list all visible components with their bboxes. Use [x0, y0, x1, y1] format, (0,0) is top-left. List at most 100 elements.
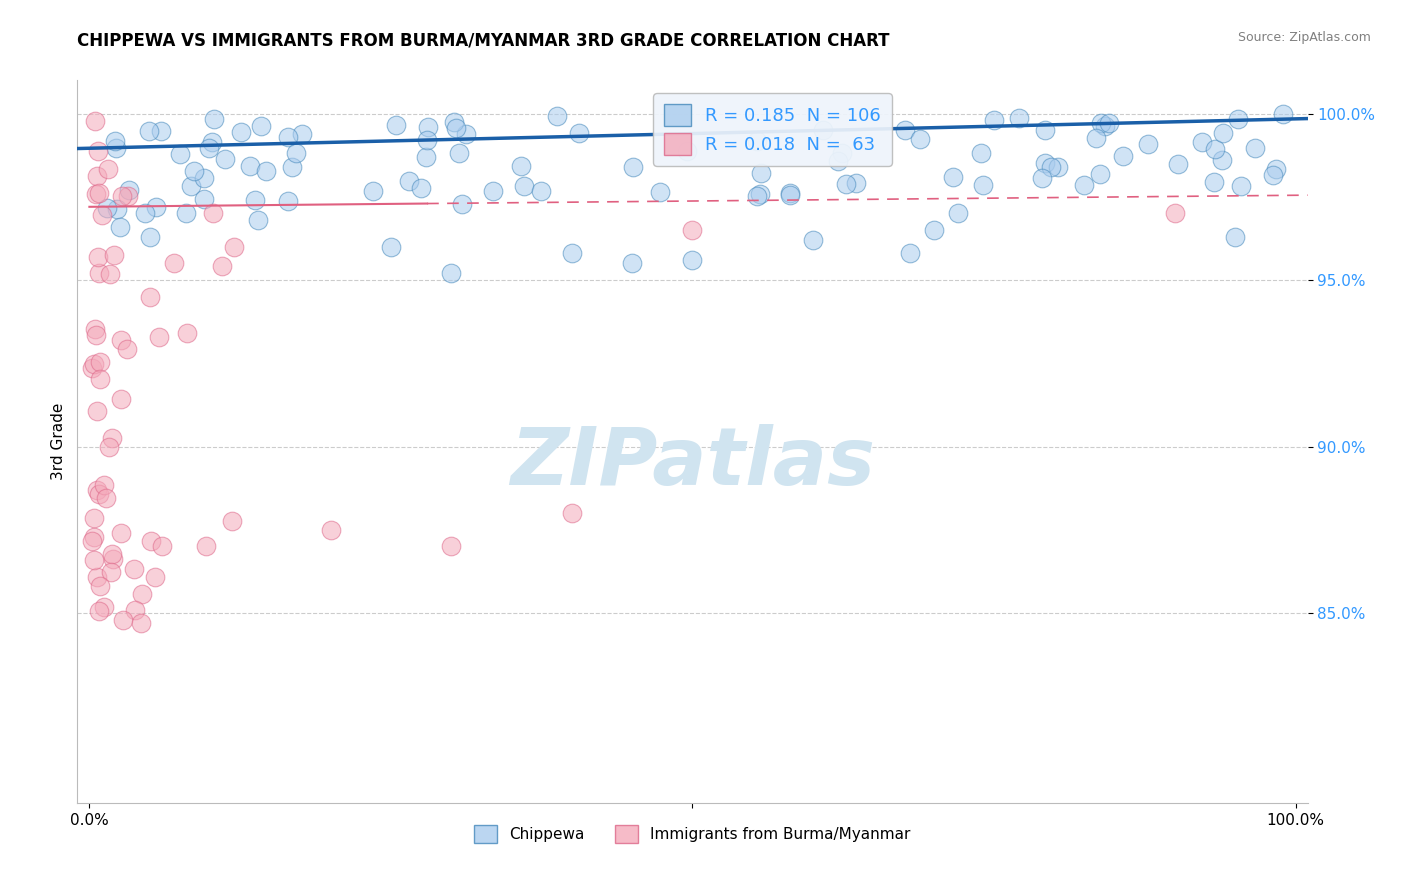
- Point: [972, 178, 994, 192]
- Point: [84, 322, 107, 336]
- Point: [361, 184, 384, 198]
- Point: [97, 161, 120, 176]
- Point: [779, 186, 801, 200]
- Point: [89, 355, 111, 369]
- Point: [546, 109, 568, 123]
- Point: [247, 213, 270, 227]
- Point: [250, 119, 273, 133]
- Point: [1227, 112, 1250, 126]
- Point: [138, 124, 160, 138]
- Point: [1084, 130, 1107, 145]
- Point: [105, 141, 128, 155]
- Point: [89, 186, 111, 200]
- Text: CHIPPEWA VS IMMIGRANTS FROM BURMA/MYANMAR 3RD GRADE CORRELATION CHART: CHIPPEWA VS IMMIGRANTS FROM BURMA/MYANMA…: [77, 31, 890, 49]
- Point: [509, 159, 531, 173]
- Point: [281, 160, 304, 174]
- Point: [202, 112, 225, 127]
- Point: [91, 208, 114, 222]
- Point: [84, 328, 107, 343]
- Point: [254, 163, 277, 178]
- Point: [831, 146, 853, 161]
- Point: [1204, 142, 1226, 156]
- Point: [117, 189, 139, 203]
- Point: [89, 604, 111, 618]
- Point: [134, 206, 156, 220]
- Point: [922, 223, 945, 237]
- Point: [827, 154, 849, 169]
- Point: [682, 223, 704, 237]
- Point: [568, 126, 591, 140]
- Point: [675, 144, 697, 158]
- Point: [118, 184, 141, 198]
- Point: [124, 562, 146, 576]
- Point: [229, 125, 252, 139]
- Point: [112, 613, 135, 627]
- Point: [145, 200, 167, 214]
- Point: [201, 135, 224, 149]
- Point: [291, 127, 314, 141]
- Point: [86, 186, 108, 201]
- Point: [83, 552, 105, 566]
- Point: [385, 118, 408, 132]
- Point: [983, 113, 1005, 128]
- Point: [1098, 116, 1121, 130]
- Point: [86, 483, 108, 498]
- Point: [101, 552, 124, 566]
- Point: [1212, 126, 1234, 140]
- Point: [530, 184, 553, 198]
- Point: [277, 194, 299, 208]
- Point: [621, 160, 644, 174]
- Point: [813, 122, 835, 136]
- Point: [195, 539, 218, 553]
- Point: [100, 431, 122, 445]
- Point: [1112, 149, 1135, 163]
- Point: [1031, 171, 1053, 186]
- Point: [149, 124, 172, 138]
- Point: [1164, 206, 1187, 220]
- Point: [910, 132, 932, 146]
- Point: [105, 202, 128, 217]
- Point: [89, 372, 111, 386]
- Point: [89, 579, 111, 593]
- Point: [416, 133, 439, 147]
- Point: [111, 189, 134, 203]
- Text: ZIPatlas: ZIPatlas: [510, 425, 875, 502]
- Point: [129, 616, 152, 631]
- Point: [1073, 178, 1095, 192]
- Point: [648, 185, 671, 199]
- Point: [451, 196, 474, 211]
- Point: [1264, 162, 1286, 177]
- Point: [456, 127, 478, 141]
- Point: [380, 240, 402, 254]
- Point: [143, 570, 166, 584]
- Point: [98, 268, 121, 282]
- Point: [447, 146, 470, 161]
- Point: [444, 120, 467, 135]
- Point: [1137, 136, 1160, 151]
- Point: [946, 206, 969, 220]
- Point: [682, 253, 704, 268]
- Point: [1090, 167, 1112, 181]
- Point: [80, 533, 103, 548]
- Point: [83, 114, 105, 128]
- Point: [87, 144, 110, 158]
- Point: [898, 246, 921, 260]
- Point: [108, 219, 131, 234]
- Point: [1046, 160, 1069, 174]
- Point: [138, 229, 160, 244]
- Point: [440, 266, 463, 280]
- Point: [86, 169, 108, 183]
- Point: [150, 540, 173, 554]
- Point: [124, 603, 146, 617]
- Point: [117, 342, 139, 356]
- Point: [97, 440, 120, 454]
- Point: [245, 193, 267, 207]
- Point: [174, 206, 197, 220]
- Point: [110, 525, 132, 540]
- Point: [1167, 156, 1189, 170]
- Point: [1191, 135, 1213, 149]
- Point: [745, 135, 768, 149]
- Point: [193, 170, 215, 185]
- Point: [1202, 175, 1225, 189]
- Point: [1035, 123, 1057, 137]
